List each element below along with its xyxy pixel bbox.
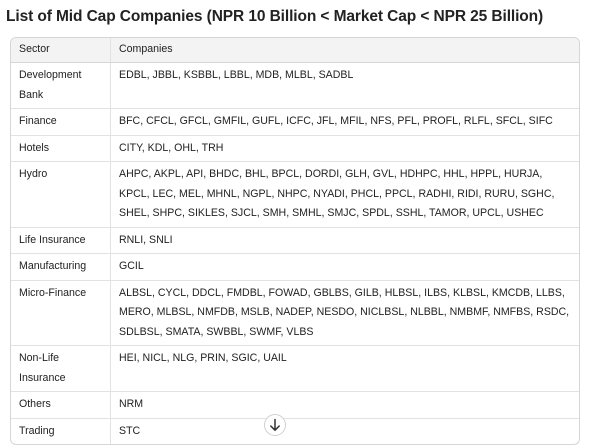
table-row: Trading STC bbox=[11, 417, 579, 444]
sector-cell: Micro-Finance bbox=[11, 279, 111, 346]
sector-cell: Finance bbox=[11, 108, 111, 135]
sector-cell: Others bbox=[11, 391, 111, 418]
table-container: Sector Companies Development Bank EDBL, J… bbox=[10, 37, 580, 445]
sector-cell: Life Insurance bbox=[11, 226, 111, 254]
scroll-down-button[interactable] bbox=[264, 414, 286, 436]
table-body: Development Bank EDBL, JBBL, KSBBL, LBBL,… bbox=[11, 62, 579, 444]
table-row: Others NRM bbox=[11, 391, 579, 418]
companies-cell: HEI, NICL, NLG, PRIN, SGIC, UAIL bbox=[110, 345, 579, 392]
table-row: Development Bank EDBL, JBBL, KSBBL, LBBL,… bbox=[11, 62, 579, 109]
title: List of Mid Cap Companies (NPR 10 Billio… bbox=[6, 8, 544, 25]
sector-cell: Manufacturing bbox=[11, 253, 111, 280]
sector-cell: Development Bank bbox=[11, 62, 111, 109]
table-row: Finance BFC, CFCL, GFCL, GMFIL, GUFL, ICF… bbox=[11, 108, 579, 135]
table-row: Hotels CITY, KDL, OHL, TRH bbox=[11, 134, 579, 162]
table-row: Hydro AHPC, AKPL, API, BHDC, BHL, BPCL, D… bbox=[11, 161, 579, 227]
companies-cell: AHPC, AKPL, API, BHDC, BHL, BPCL, DORDI,… bbox=[110, 161, 579, 227]
header-row: Sector Companies bbox=[11, 38, 579, 63]
table-row: Non-Life Insurance HEI, NICL, NLG, PRIN, … bbox=[11, 345, 579, 392]
companies-cell: EDBL, JBBL, KSBBL, LBBL, MDB, MLBL, SADB… bbox=[119, 69, 354, 81]
companies-cell: BFC, CFCL, GFCL, GMFIL, GUFL, ICFC, JFL,… bbox=[110, 108, 579, 135]
sector-cell: Trading bbox=[11, 417, 111, 444]
companies-cell: ALBSL, CYCL, DDCL, FMDBL, FOWAD, GBLBS, … bbox=[110, 279, 579, 346]
header-cell: Companies bbox=[110, 38, 579, 63]
companies-cell: CITY, KDL, OHL, TRH bbox=[110, 134, 579, 162]
sector-cell: Hotels bbox=[11, 134, 111, 162]
companies-cell: NRM bbox=[110, 391, 579, 418]
sector-cell: Hydro bbox=[11, 161, 111, 227]
companies-cell: GCIL bbox=[110, 253, 579, 280]
table: Sector Companies Development Bank EDBL, J… bbox=[11, 38, 579, 444]
header-cell: Sector bbox=[11, 38, 111, 63]
table-row: Life Insurance RNLI, SNLI bbox=[11, 226, 579, 254]
companies-cell: RNLI, SNLI bbox=[110, 226, 579, 254]
companies-cell: STC bbox=[110, 417, 579, 444]
table-row: Manufacturing GCIL bbox=[11, 253, 579, 280]
sector-cell: Non-Life Insurance bbox=[11, 345, 111, 392]
table-row: Micro-Finance ALBSL, CYCL, DDCL, FMDBL, F… bbox=[11, 279, 579, 346]
